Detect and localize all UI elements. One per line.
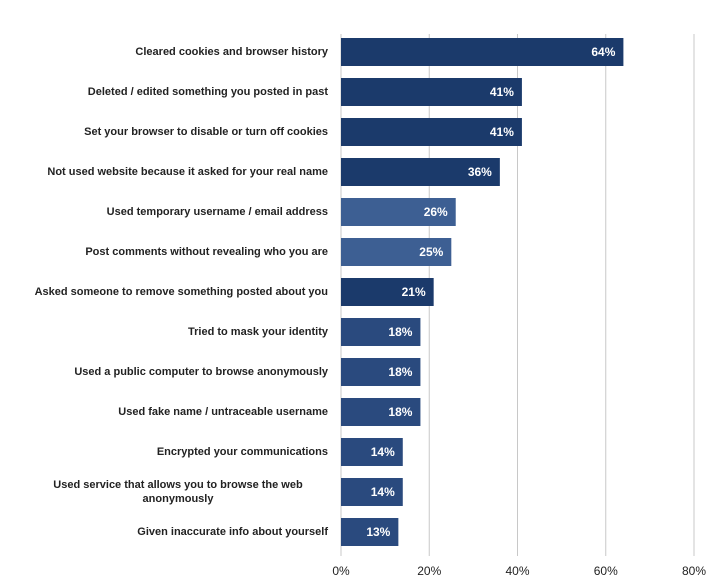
y-tick-label: Tried to mask your identity <box>188 326 328 338</box>
category-label-box: Used fake name / untraceable username <box>8 394 328 430</box>
y-tick-label: Used temporary username / email address <box>106 206 328 218</box>
y-tick-label: Cleared cookies and browser history <box>135 46 328 58</box>
value-label: 13% <box>366 525 390 539</box>
category-label-box: Used temporary username / email address <box>8 194 328 230</box>
value-label: 14% <box>371 485 395 499</box>
y-tick-label: Deleted / edited something you posted in… <box>87 86 328 98</box>
bar <box>341 438 403 466</box>
x-tick-label: 0% <box>332 564 350 578</box>
value-label: 26% <box>424 205 448 219</box>
y-tick-label: Used service that allows you to browse t… <box>53 479 303 505</box>
value-label: 64% <box>591 45 615 59</box>
y-tick-label: Used fake name / untraceable username <box>118 406 328 418</box>
y-tick-label: Set your browser to disable or turn off … <box>84 126 328 138</box>
bar <box>341 358 421 386</box>
category-label-box: Cleared cookies and browser history <box>8 34 328 70</box>
y-tick-label: Given inaccurate info about yourself <box>137 526 328 538</box>
x-tick-label: 80% <box>682 564 706 578</box>
category-label-box: Asked someone to remove something posted… <box>8 274 328 310</box>
value-label: 21% <box>402 285 426 299</box>
category-label-box: Post comments without revealing who you … <box>8 234 328 270</box>
category-label-box: Encrypted your communications <box>8 434 328 470</box>
value-label: 18% <box>388 405 412 419</box>
value-label: 41% <box>490 125 514 139</box>
value-label: 18% <box>388 365 412 379</box>
bar <box>341 78 522 106</box>
category-label-box: Tried to mask your identity <box>8 314 328 350</box>
bar <box>341 118 522 146</box>
bar <box>341 38 624 66</box>
category-label-box: Set your browser to disable or turn off … <box>8 114 328 150</box>
category-label-box: Given inaccurate info about yourself <box>8 514 328 550</box>
bar <box>341 238 452 266</box>
y-tick-label: Not used website because it asked for yo… <box>47 166 328 178</box>
category-label-box: Used a public computer to browse anonymo… <box>8 354 328 390</box>
value-label: 36% <box>468 165 492 179</box>
bar <box>341 318 421 346</box>
x-tick-label: 40% <box>505 564 529 578</box>
bar <box>341 278 434 306</box>
x-tick-label: 20% <box>417 564 441 578</box>
y-tick-label: Post comments without revealing who you … <box>85 246 328 258</box>
category-label-box: Deleted / edited something you posted in… <box>8 74 328 110</box>
bar <box>341 518 399 546</box>
bar <box>341 478 403 506</box>
value-label: 18% <box>388 325 412 339</box>
value-label: 14% <box>371 445 395 459</box>
y-tick-label: Encrypted your communications <box>156 446 328 458</box>
category-label-box: Not used website because it asked for yo… <box>8 154 328 190</box>
category-label-box: Used service that allows you to browse t… <box>8 474 328 510</box>
x-tick-label: 60% <box>594 564 618 578</box>
value-label: 25% <box>419 245 443 259</box>
bar <box>341 158 500 186</box>
bar <box>341 198 456 226</box>
bar <box>341 398 421 426</box>
y-tick-label: Asked someone to remove something posted… <box>34 286 328 298</box>
value-label: 41% <box>490 85 514 99</box>
y-tick-label: Used a public computer to browse anonymo… <box>74 366 328 378</box>
